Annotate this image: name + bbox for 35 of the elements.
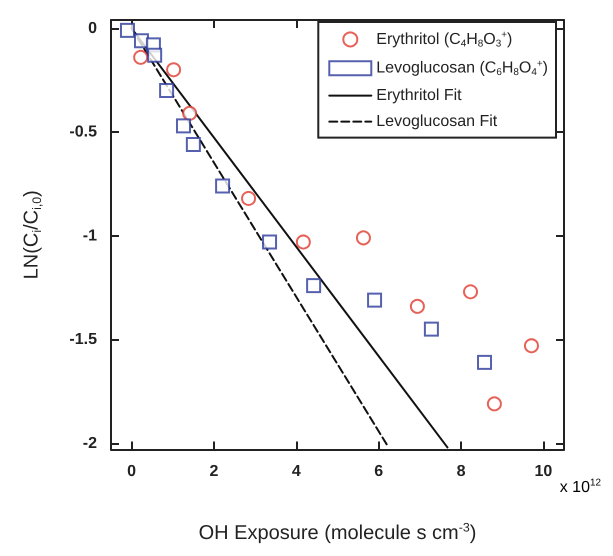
legend-label: Levoglucosan Fit xyxy=(376,113,498,130)
point xyxy=(296,234,311,250)
point xyxy=(120,22,135,38)
x-tick-label: 6 xyxy=(374,463,384,480)
point xyxy=(410,298,425,314)
point xyxy=(133,50,148,65)
legend-label: Erythritol Fit xyxy=(376,87,462,104)
point xyxy=(424,322,439,337)
point xyxy=(306,278,322,294)
point xyxy=(463,284,478,300)
point xyxy=(186,136,201,152)
y-tick-label: -0.5 xyxy=(69,124,98,141)
y-tick-label: -1 xyxy=(82,227,98,244)
y-tick-label: 0 xyxy=(88,20,98,37)
point xyxy=(159,83,174,98)
point xyxy=(356,230,371,246)
y-tick-label: -2 xyxy=(82,434,98,452)
y-tick-label: -1.5 xyxy=(69,331,98,348)
point xyxy=(241,190,256,206)
x-tick-label: 2 xyxy=(210,463,218,480)
x-tick-label: 10 xyxy=(534,463,552,480)
point xyxy=(166,62,182,78)
x-tick-label: 0 xyxy=(127,463,136,480)
x-tick-label: 8 xyxy=(456,463,466,480)
point xyxy=(147,48,162,63)
y-axis-title: LN(Ci/Ci,0) xyxy=(20,190,44,280)
point xyxy=(524,338,539,354)
point xyxy=(262,234,278,250)
point xyxy=(176,118,191,134)
point xyxy=(486,396,502,412)
point xyxy=(367,292,382,308)
point xyxy=(182,106,198,121)
x-tick-label: 4 xyxy=(292,463,301,480)
point xyxy=(477,354,492,370)
point xyxy=(215,178,230,194)
